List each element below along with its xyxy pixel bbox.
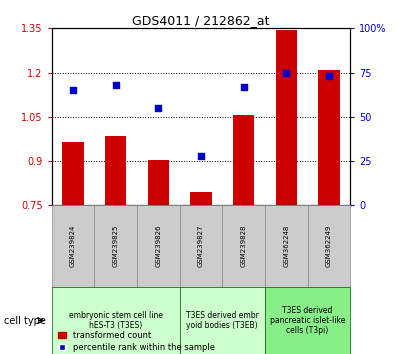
Bar	[222, 205, 265, 287]
Point	[113, 82, 119, 88]
Bar	[265, 287, 350, 354]
Bar	[308, 205, 350, 287]
Text: cell type: cell type	[4, 315, 46, 326]
Point	[326, 73, 332, 79]
Text: GSM362249: GSM362249	[326, 225, 332, 267]
Bar	[275, 30, 297, 205]
Bar	[52, 287, 179, 354]
Text: GSM239826: GSM239826	[155, 225, 161, 268]
Bar	[52, 205, 94, 287]
Text: T3ES derived
pancreatic islet-like
cells (T3pi): T3ES derived pancreatic islet-like cells…	[270, 306, 345, 336]
Bar	[190, 192, 212, 205]
Point	[240, 84, 247, 90]
Point	[198, 153, 204, 159]
Point	[283, 70, 289, 75]
Bar	[137, 205, 179, 287]
Point	[155, 105, 162, 111]
Title: GDS4011 / 212862_at: GDS4011 / 212862_at	[132, 14, 270, 27]
Text: T3ES derived embr
yoid bodies (T3EB): T3ES derived embr yoid bodies (T3EB)	[186, 311, 259, 330]
Bar	[179, 287, 265, 354]
Bar	[62, 142, 84, 205]
Text: GSM239824: GSM239824	[70, 225, 76, 267]
Bar	[265, 205, 308, 287]
Bar	[233, 115, 254, 205]
Bar	[148, 160, 169, 205]
Text: embryonic stem cell line
hES-T3 (T3ES): embryonic stem cell line hES-T3 (T3ES)	[69, 311, 163, 330]
Bar	[94, 205, 137, 287]
Text: GSM362248: GSM362248	[283, 225, 289, 267]
Bar	[179, 205, 222, 287]
Text: GSM239827: GSM239827	[198, 225, 204, 268]
Legend: transformed count, percentile rank within the sample: transformed count, percentile rank withi…	[56, 330, 216, 353]
Bar	[105, 136, 127, 205]
Text: GSM239825: GSM239825	[113, 225, 119, 267]
Bar	[318, 70, 339, 205]
Point	[70, 87, 76, 93]
Text: GSM239828: GSM239828	[241, 225, 247, 268]
